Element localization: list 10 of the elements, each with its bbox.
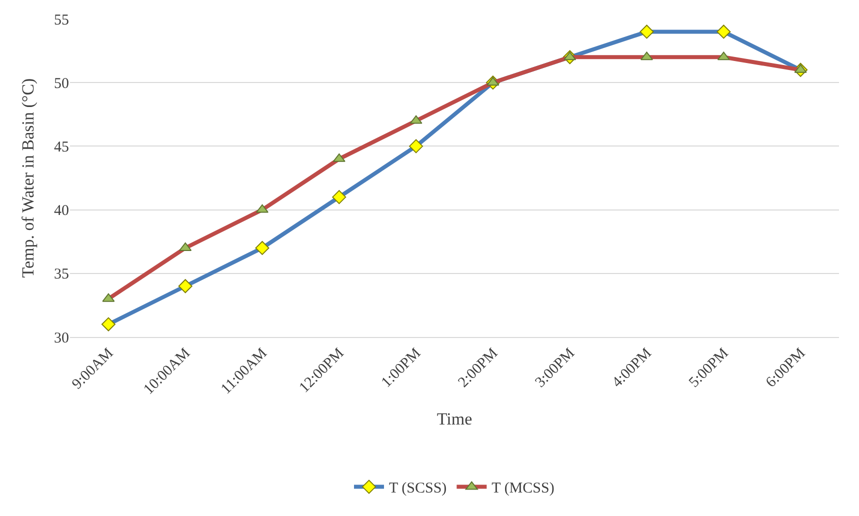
y-tick-label: 55 bbox=[54, 12, 69, 28]
y-tick-label: 40 bbox=[54, 203, 69, 220]
y-tick-label: 45 bbox=[54, 139, 69, 156]
y-tick-label: 30 bbox=[54, 330, 69, 346]
y-tick-label: 50 bbox=[54, 76, 69, 92]
x-axis-title: Time bbox=[436, 409, 472, 428]
y-axis-title: Temp. of Water in Basin (°C) bbox=[18, 78, 38, 278]
legend-label: T (SCSS) bbox=[389, 480, 447, 497]
y-tick-label: 35 bbox=[54, 266, 69, 283]
legend-label: T (MCSS) bbox=[492, 480, 554, 497]
